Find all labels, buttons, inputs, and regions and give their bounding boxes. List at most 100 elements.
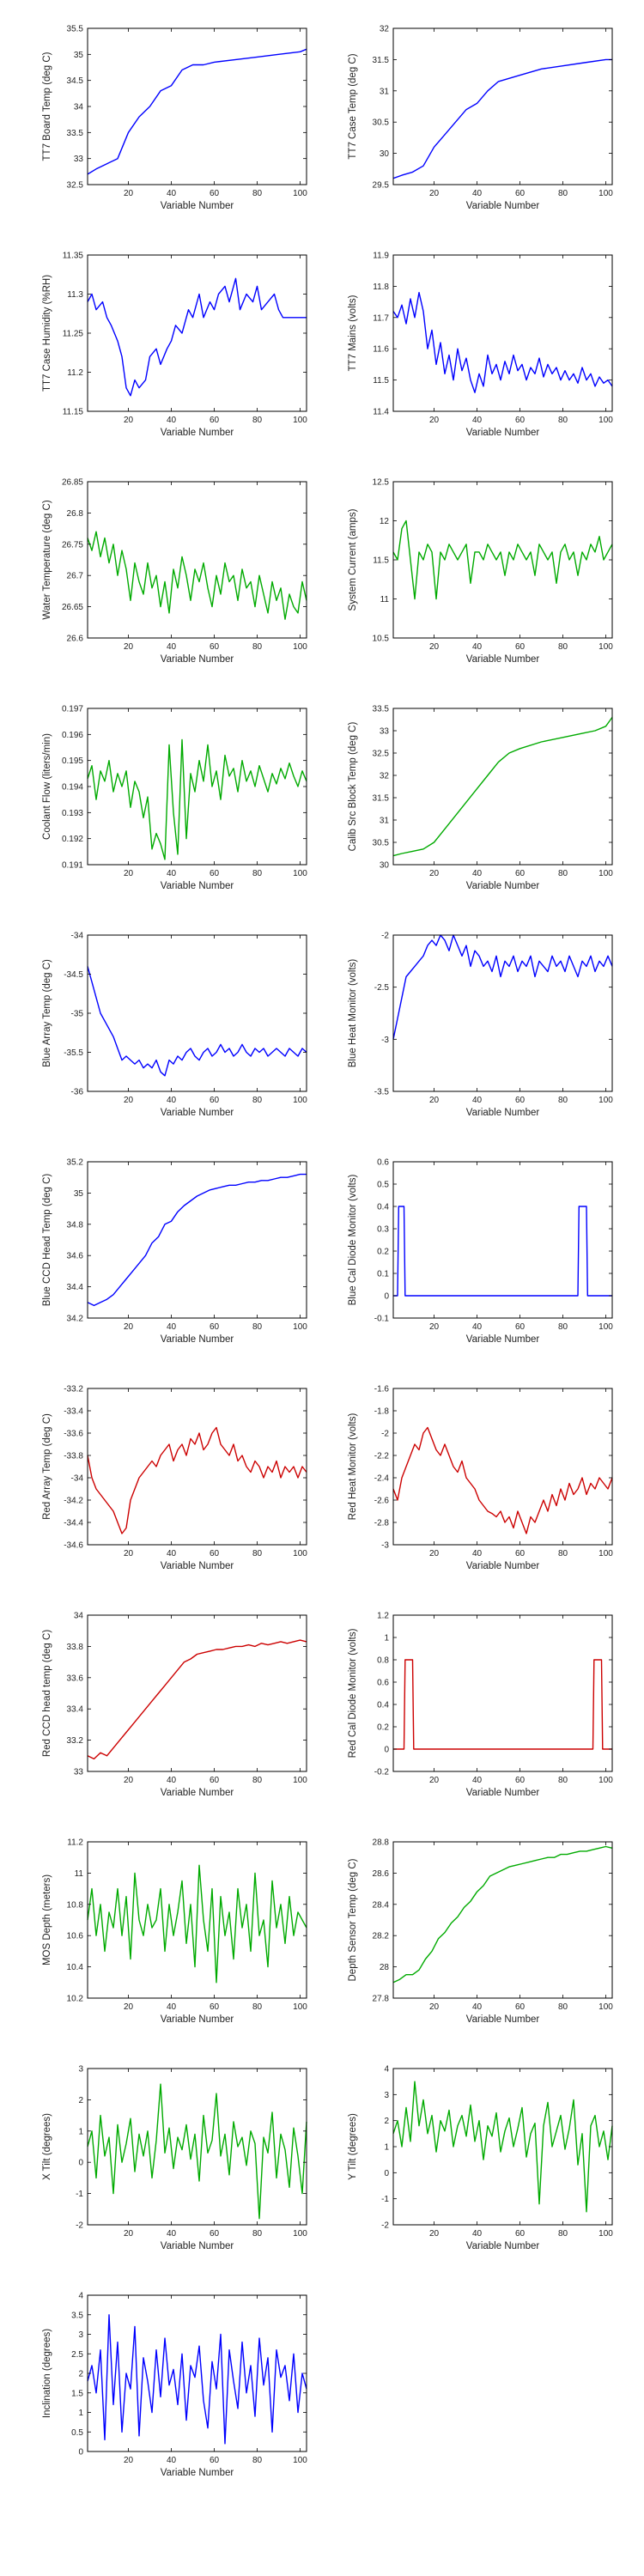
x-axis-label: Variable Number [466, 1788, 540, 1798]
subplot-16: 20 40 60 80 100 -0.2 0 0.2 0.4 0.6 0.8 1 1.2 Variable… [348, 1612, 613, 1799]
axes-frame [87, 1614, 307, 1772]
x-axis-label: Variable Number [466, 2014, 540, 2025]
x-tick-label: 80 [558, 869, 568, 878]
y-tick-label: 33.6 [67, 1674, 84, 1683]
x-tick-label: 60 [515, 2229, 526, 2239]
y-tick-label: 0 [78, 2159, 83, 2168]
y-tick-label: 1 [384, 2143, 389, 2153]
y-tick-label: -34 [71, 1474, 84, 1484]
series-line [87, 1426, 307, 1534]
y-tick-label: 0.193 [62, 809, 83, 818]
y-tick-label: 0.195 [62, 756, 83, 766]
y-tick-label: 27.8 [373, 1995, 390, 2004]
series-line [392, 2081, 613, 2213]
y-tick-label: 31 [380, 87, 390, 96]
y-tick-label: 0.191 [62, 861, 83, 871]
y-tick-label: -2.5 [374, 983, 390, 993]
y-tick-label: 11.5 [373, 376, 389, 386]
y-tick-label: 3 [384, 2091, 389, 2100]
y-tick-label: 0.196 [62, 731, 83, 740]
x-axis-label: Variable Number [161, 1108, 234, 1118]
y-tick-label: -3 [381, 1541, 389, 1551]
y-axis-label: TT7 Mains (volts) [348, 295, 358, 371]
y-tick-label: 32.5 [373, 750, 390, 759]
axes-frame [392, 1161, 613, 1319]
x-axis-label: Variable Number [466, 201, 540, 211]
axes-frame [392, 1614, 613, 1772]
x-tick-label: 20 [429, 1322, 440, 1332]
y-tick-label: 0.8 [377, 1656, 389, 1666]
x-tick-label: 60 [515, 2002, 526, 2012]
x-tick-label: 100 [293, 1096, 307, 1105]
x-tick-label: 80 [558, 416, 568, 425]
y-tick-label: 0.194 [62, 783, 83, 793]
y-axis-label: Red Array Temp (deg C) [42, 1413, 52, 1520]
y-tick-label: 0 [384, 2169, 389, 2178]
x-tick-label: 80 [558, 2002, 568, 2012]
y-tick-label: 33 [74, 1768, 84, 1777]
y-tick-label: -34 [71, 932, 84, 941]
y-tick-label: 0.5 [377, 1181, 389, 1190]
y-tick-label: 10.4 [67, 1963, 84, 1972]
x-tick-label: 20 [429, 1549, 440, 1558]
y-tick-label: -1.8 [374, 1407, 390, 1417]
x-tick-label: 20 [429, 2002, 440, 2012]
series-line [87, 277, 307, 397]
series-line [87, 2083, 307, 2220]
subplot-10: 20 40 60 80 100 -3.5 -3 -2.5 -2 Variable Number Bl… [348, 932, 613, 1119]
y-axis-label: Blue Heat Monitor (volts) [348, 959, 358, 1068]
x-tick-label: 80 [252, 416, 263, 425]
y-tick-label: 1 [78, 2127, 83, 2136]
series-line [87, 1173, 307, 1307]
axes-frame [392, 27, 613, 185]
series-line [87, 48, 307, 175]
y-tick-label: 30.5 [373, 839, 390, 848]
x-tick-label: 20 [124, 2002, 134, 2012]
x-tick-label: 20 [429, 642, 440, 652]
y-tick-label: -0.1 [374, 1315, 390, 1324]
y-tick-label: 0.192 [62, 835, 83, 844]
y-tick-label: 1.5 [71, 2389, 83, 2398]
subplot-11: 20 40 60 80 100 34.2 34.4 34.6 34.8 35 35.2 Variabl… [42, 1158, 307, 1346]
x-tick-label: 60 [515, 869, 526, 878]
x-tick-label: 80 [252, 2229, 263, 2239]
x-tick-label: 40 [472, 189, 483, 198]
x-tick-label: 40 [472, 1776, 483, 1785]
x-tick-label: 60 [210, 1776, 220, 1785]
y-tick-label: -33.2 [64, 1385, 83, 1394]
x-tick-label: 100 [598, 1549, 613, 1558]
series-line [392, 292, 613, 393]
series-line [87, 531, 307, 620]
y-axis-label: MOS Depth (meters) [42, 1874, 52, 1965]
x-tick-label: 80 [252, 189, 263, 198]
x-tick-label: 60 [515, 416, 526, 425]
x-axis-label: Variable Number [161, 1334, 234, 1345]
x-axis-label: Variable Number [161, 2468, 234, 2478]
y-tick-label: -2.2 [374, 1452, 390, 1461]
y-tick-label: 26.75 [62, 540, 83, 550]
y-tick-label: 0 [78, 2448, 83, 2458]
y-tick-label: -1 [76, 2190, 83, 2199]
y-tick-label: 11.3 [67, 290, 83, 300]
x-tick-label: 60 [515, 1322, 526, 1332]
y-tick-label: -34.4 [64, 1519, 83, 1528]
y-tick-label: 35 [74, 51, 84, 60]
series-line [87, 738, 307, 860]
x-tick-label: 80 [558, 1096, 568, 1105]
y-tick-label: 11.25 [63, 330, 84, 339]
x-tick-label: 80 [558, 189, 568, 198]
y-axis-label: Blue Array Temp (deg C) [42, 959, 52, 1067]
axes-frame [392, 254, 613, 412]
x-tick-label: 100 [293, 1776, 307, 1785]
y-tick-label: -3 [381, 1036, 389, 1045]
x-axis-label: Variable Number [161, 1788, 234, 1798]
x-axis-label: Variable Number [161, 2014, 234, 2025]
y-tick-label: -33.4 [64, 1407, 83, 1417]
y-tick-label: 11.15 [63, 408, 84, 417]
y-tick-label: -35 [71, 1010, 84, 1019]
y-tick-label: 28.8 [373, 1838, 390, 1848]
series-line [87, 2314, 307, 2445]
y-tick-label: 34.4 [67, 1283, 84, 1292]
y-tick-label: 2 [78, 2370, 83, 2379]
y-tick-label: 33 [74, 155, 84, 164]
